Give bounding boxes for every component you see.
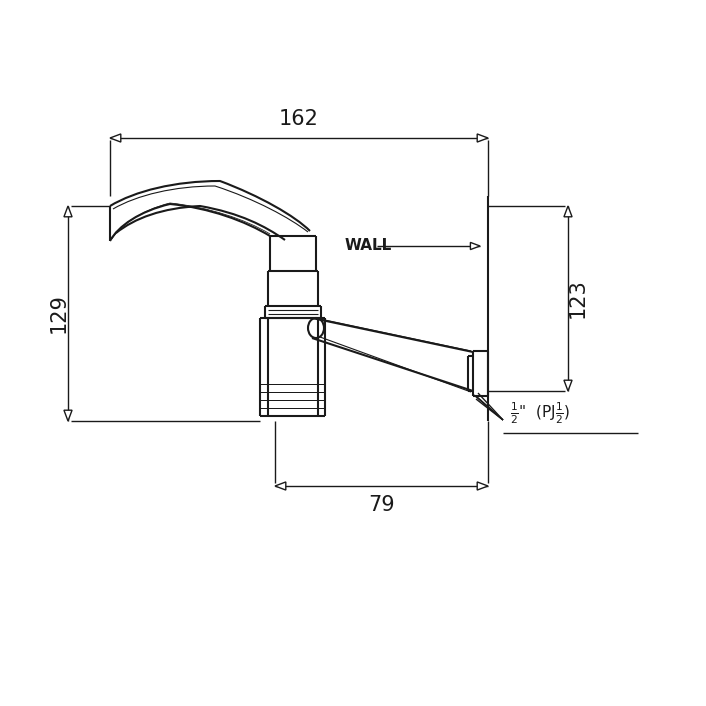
PathPatch shape xyxy=(64,410,72,421)
Text: WALL: WALL xyxy=(345,239,393,253)
Text: 123: 123 xyxy=(568,279,588,318)
PathPatch shape xyxy=(477,134,488,142)
PathPatch shape xyxy=(477,482,488,490)
PathPatch shape xyxy=(110,134,121,142)
Text: 162: 162 xyxy=(279,109,319,129)
PathPatch shape xyxy=(470,242,480,250)
Text: $\mathregular{\frac{1}{2}}$"  (PJ$\mathregular{\frac{1}{2}}$): $\mathregular{\frac{1}{2}}$" (PJ$\mathre… xyxy=(510,400,570,426)
PathPatch shape xyxy=(564,206,572,217)
PathPatch shape xyxy=(64,206,72,217)
Text: 79: 79 xyxy=(369,495,395,515)
PathPatch shape xyxy=(564,381,572,391)
PathPatch shape xyxy=(275,482,286,490)
Text: 129: 129 xyxy=(49,294,69,333)
